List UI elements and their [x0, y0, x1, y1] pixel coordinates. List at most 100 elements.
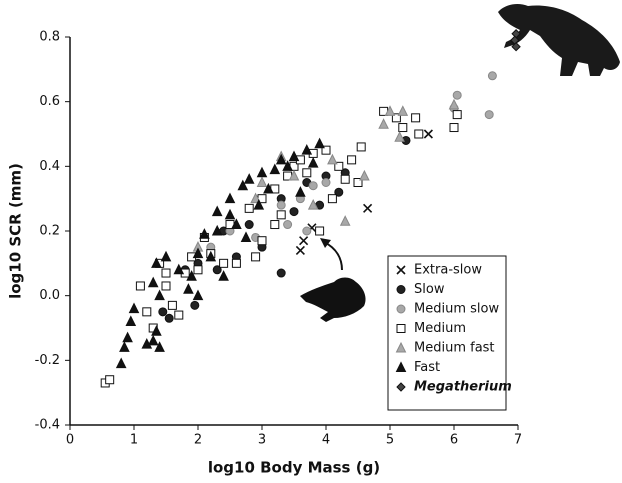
point	[243, 173, 255, 184]
point	[253, 199, 265, 210]
point	[256, 176, 268, 187]
point	[269, 163, 281, 175]
point	[302, 226, 312, 236]
point	[244, 203, 254, 213]
point	[321, 178, 331, 187]
point	[321, 145, 331, 155]
point	[414, 129, 424, 139]
point	[237, 179, 249, 191]
point	[307, 156, 319, 168]
y-tick-label: -0.2	[35, 353, 60, 368]
point	[334, 161, 344, 171]
legend-marker	[396, 324, 406, 333]
point	[359, 169, 370, 181]
x-tick-label: 4	[322, 433, 330, 448]
x-tick-label: 2	[194, 433, 202, 448]
point	[276, 200, 286, 210]
point	[173, 263, 185, 275]
point	[276, 268, 286, 278]
point	[452, 90, 462, 100]
y-tick-label: 0.0	[39, 288, 60, 303]
point	[378, 118, 389, 129]
point	[224, 192, 236, 204]
megatherium-silhouette	[498, 4, 620, 76]
point	[161, 281, 171, 291]
point	[167, 300, 177, 310]
point	[270, 220, 280, 230]
point	[164, 313, 174, 323]
legend-label: Fast	[414, 360, 440, 375]
legend-marker	[396, 285, 406, 294]
sloth-silhouette	[300, 277, 366, 322]
y-tick-label: 0.6	[39, 94, 60, 109]
point	[295, 186, 306, 197]
y-tick-label: -0.4	[35, 418, 60, 433]
point	[339, 215, 351, 226]
point	[125, 315, 137, 327]
x-tick-label: 5	[386, 433, 394, 448]
point	[211, 205, 223, 217]
point	[283, 220, 293, 230]
x-tick-label: 0	[66, 433, 74, 448]
point	[347, 155, 357, 165]
point	[251, 252, 261, 262]
point	[154, 341, 165, 352]
point	[356, 142, 366, 152]
point	[151, 325, 162, 336]
point	[391, 113, 401, 123]
y-axis-title: log10 SCR (mm)	[7, 163, 25, 299]
point	[288, 169, 300, 181]
point	[119, 341, 130, 352]
point	[282, 160, 293, 171]
point	[487, 71, 497, 81]
point	[205, 250, 217, 262]
point	[397, 105, 409, 116]
point	[160, 250, 172, 262]
point	[186, 270, 197, 281]
point	[276, 210, 286, 220]
x-tick-label: 7	[514, 433, 522, 448]
point	[122, 331, 133, 343]
point	[244, 220, 254, 230]
point	[394, 131, 405, 142]
arrow-head	[320, 238, 331, 248]
point	[128, 302, 140, 314]
point	[211, 224, 223, 236]
legend-label: Medium slow	[414, 302, 499, 317]
legend-box	[387, 255, 507, 411]
point	[307, 199, 319, 210]
legend-marker	[396, 382, 406, 392]
point	[142, 307, 152, 317]
y-tick-label: 0.2	[39, 224, 60, 239]
point	[411, 113, 421, 123]
arrow	[323, 241, 343, 271]
x-tick-label: 1	[130, 433, 138, 448]
y-tick-label: 0.4	[39, 159, 60, 174]
legend-marker	[395, 361, 407, 372]
point	[158, 307, 168, 317]
legend-marker	[396, 265, 406, 275]
x-tick-label: 3	[258, 433, 266, 448]
point	[449, 123, 459, 133]
point	[190, 300, 200, 310]
point	[147, 334, 159, 346]
point	[363, 203, 373, 213]
x-axis-title: log10 Body Mass (g)	[208, 459, 380, 477]
point	[288, 150, 300, 162]
point	[327, 194, 337, 204]
point	[224, 208, 236, 220]
y-tick-label: 0.8	[39, 30, 60, 45]
point	[231, 258, 241, 268]
point	[275, 153, 287, 165]
point	[105, 375, 115, 385]
legend-label: Medium fast	[414, 341, 495, 356]
legend-marker	[395, 341, 407, 353]
point	[308, 181, 318, 191]
point	[327, 153, 338, 165]
point	[250, 192, 261, 204]
x-tick-label: 6	[450, 433, 458, 448]
point	[192, 247, 204, 259]
point	[448, 98, 460, 110]
point	[301, 144, 313, 155]
